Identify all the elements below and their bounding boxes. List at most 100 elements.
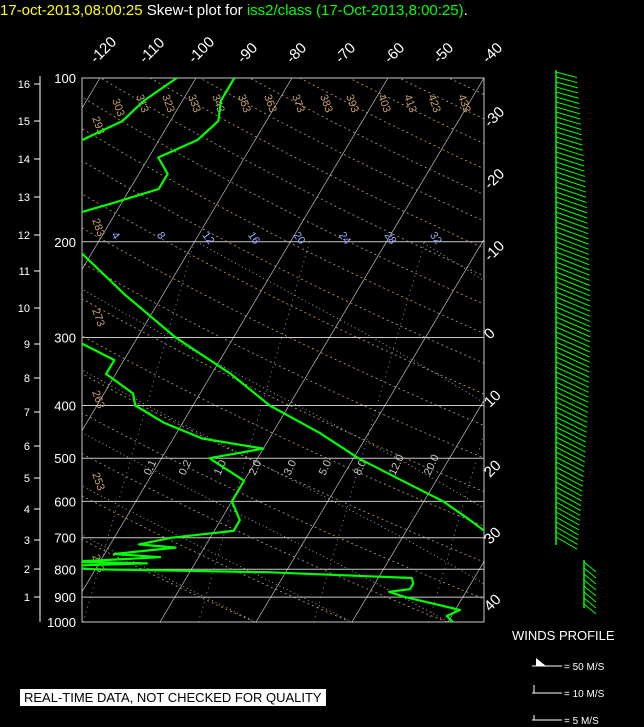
plot-title: 17-oct-2013,08:00:25 Skew-t plot for iss… (0, 2, 644, 24)
temperature-right-tick-label: -10 (481, 237, 508, 264)
height-tick-label: 11 (19, 266, 30, 278)
height-tick-label: 12 (18, 230, 30, 242)
dry-adiabat-line (199, 78, 484, 222)
wind-barb (555, 536, 578, 550)
wind-barb (555, 306, 591, 322)
wind-barb (555, 516, 580, 531)
height-tick-label: 16 (18, 79, 30, 91)
wind-barb (555, 106, 581, 115)
moist-adiabat-line (82, 534, 257, 622)
dry-adiabat-label: 393 (343, 93, 361, 114)
wind-barb (555, 251, 590, 266)
mixing-ratio-label: 12 (200, 230, 217, 247)
height-tick-label: 13 (18, 192, 30, 204)
title-prefix: Skew-t plot for (146, 2, 243, 19)
wind-barb (555, 121, 582, 130)
wind-barb (555, 531, 578, 545)
wind-barb (555, 271, 591, 286)
wind-barb (555, 476, 583, 492)
wind-barb (555, 321, 591, 338)
pressure-tick-label: 900 (54, 590, 76, 605)
wind-barb (555, 511, 580, 526)
wind-barb (583, 597, 597, 609)
wind-barb (555, 401, 588, 418)
isotherm-line (159, 78, 484, 622)
wind-barb (555, 156, 585, 167)
wind-barb (555, 316, 591, 333)
wind-barb (555, 371, 590, 388)
wind-barb (555, 496, 581, 512)
wind-barb (555, 86, 579, 94)
dry-adiabat-label: 403 (375, 93, 393, 114)
wind-barb (555, 171, 586, 183)
temperature-right-tick-label: -20 (481, 165, 508, 192)
wind-legend-label: = 10 M/S (564, 689, 605, 700)
wind-barb (555, 481, 583, 497)
wind-barb (555, 301, 591, 317)
dry-adiabat-label: 363 (261, 93, 279, 114)
isotherm-line (82, 78, 197, 271)
isotherm-line (82, 78, 389, 593)
dry-adiabat-label: 283 (89, 217, 107, 238)
wind-barb (555, 116, 581, 125)
wind-barb (583, 579, 597, 591)
wind-barb (555, 341, 591, 358)
pressure-tick-label: 800 (54, 562, 76, 577)
wind-barb (555, 136, 583, 146)
mixing-ratio-label: 32 (427, 230, 444, 247)
temperature-top-tick-label: -80 (283, 39, 310, 66)
dry-adiabat-label: 353 (235, 93, 253, 114)
wind-barb (555, 521, 579, 536)
dry-adiabat-label: 253 (89, 471, 107, 492)
height-tick-label: 3 (24, 535, 30, 547)
isotherm-line (544, 78, 644, 622)
moist-adiabat-line (421, 241, 484, 282)
pressure-tick-label: 1000 (47, 615, 76, 630)
dry-adiabat-line (82, 373, 484, 563)
isotherm-line (351, 399, 484, 622)
height-tick-label: 2 (24, 564, 30, 576)
wind-barb (555, 81, 578, 89)
wind-barb (555, 221, 589, 235)
wind-barb (555, 411, 588, 428)
dry-adiabat-line (82, 128, 484, 334)
plot-frame (81, 77, 485, 623)
height-tick-label: 7 (24, 407, 30, 419)
winds-profile-title: WINDS PROFILE (512, 628, 615, 643)
temperature-top-tick-label: -40 (479, 39, 506, 66)
legend-pennant (536, 658, 546, 666)
wind-barb (555, 281, 591, 297)
wind-barb (555, 286, 591, 302)
dewpoint-trace (82, 78, 462, 622)
wind-barb (583, 585, 597, 597)
height-tick-label: 15 (18, 116, 30, 128)
wind-barb (555, 431, 586, 448)
wind-barb (555, 161, 585, 172)
temperature-top-tick-label: -60 (381, 39, 408, 66)
quality-disclaimer: REAL-TIME DATA, NOT CHECKED FOR QUALITY (20, 689, 326, 706)
moist-adiabat-label: 5.0 (317, 458, 334, 477)
wind-barb (555, 256, 590, 271)
wind-barb (555, 236, 589, 250)
moist-adiabat-label: 0.1 (142, 458, 159, 477)
wind-barb (555, 406, 588, 423)
mixing-ratio-label: 8 (154, 230, 167, 242)
temperature-right-tick-label: -30 (481, 103, 508, 130)
height-tick-label: 14 (18, 154, 30, 166)
wind-barb (555, 346, 590, 363)
wind-barb (555, 176, 586, 188)
dry-adiabat-label: 383 (317, 93, 335, 114)
height-tick-label: 1 (24, 592, 30, 604)
wind-barb (555, 416, 587, 433)
wind-barb (555, 446, 585, 463)
wind-barb (555, 276, 591, 292)
dry-adiabat-label: 333 (185, 93, 203, 114)
wind-barb (555, 261, 590, 276)
dry-adiabat-label: 263 (89, 389, 107, 410)
wind-barb (555, 141, 584, 151)
dry-adiabat-line (299, 78, 484, 170)
wind-barb (555, 461, 584, 477)
mixing-ratio-line (198, 241, 311, 622)
mixing-ratio-label: 20 (291, 230, 308, 247)
temperature-top-tick-label: -120 (87, 34, 120, 67)
